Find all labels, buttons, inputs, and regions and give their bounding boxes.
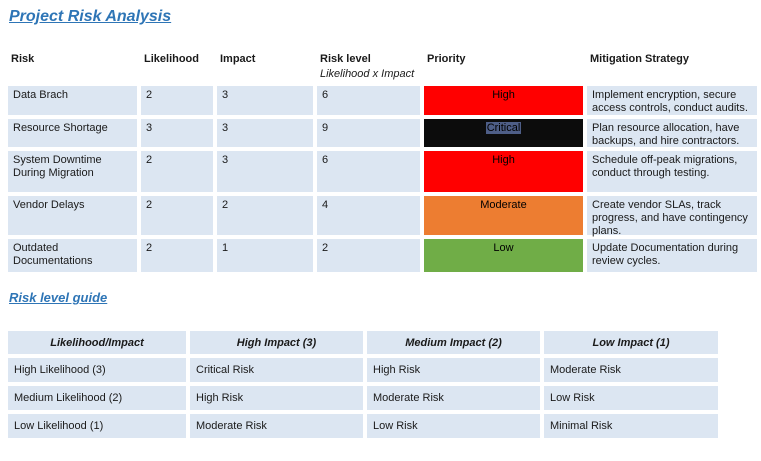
priority-cell-low: Low — [424, 239, 583, 272]
risk-name-cell: Data Brach — [8, 86, 137, 115]
priority-label: High — [492, 89, 515, 101]
risk-level-cell: 6 — [317, 151, 420, 192]
column-header-priority: Priority — [424, 50, 583, 82]
priority-label-highlighted: Critical — [485, 122, 522, 134]
priority-cell-moderate: Moderate — [424, 196, 583, 235]
priority-label: Low — [493, 242, 514, 254]
guide-cell: Low Likelihood (1) — [8, 414, 186, 438]
column-header-mitigation: Mitigation Strategy — [587, 50, 757, 82]
guide-cell: Low Risk — [367, 414, 540, 438]
likelihood-cell: 2 — [141, 239, 213, 272]
impact-cell: 3 — [217, 119, 313, 147]
risk-name-cell: Outdated Documentations — [8, 239, 137, 272]
column-header-impact: Impact — [217, 50, 313, 82]
risk-level-cell: 2 — [317, 239, 420, 272]
priority-cell-high: High — [424, 86, 583, 115]
likelihood-cell: 3 — [141, 119, 213, 147]
mitigation-cell: Update Documentation during review cycle… — [587, 239, 757, 272]
mitigation-cell: Create vendor SLAs, track progress, and … — [587, 196, 757, 237]
guide-cell: Medium Likelihood (2) — [8, 386, 186, 410]
mitigation-cell: Plan resource allocation, have backups, … — [587, 119, 757, 147]
risk-level-cell: 4 — [317, 196, 420, 235]
priority-label: High — [492, 154, 515, 166]
guide-header-low-impact: Low Impact (1) — [544, 331, 718, 354]
impact-cell: 3 — [217, 86, 313, 115]
risk-name-cell: System Downtime During Migration — [8, 151, 137, 192]
guide-cell: Minimal Risk — [544, 414, 718, 438]
guide-header-medium-impact: Medium Impact (2) — [367, 331, 540, 354]
risk-level-cell: 6 — [317, 86, 420, 115]
impact-cell: 2 — [217, 196, 313, 235]
column-header-risk-level: Risk level Likelihood x Impact — [317, 50, 420, 82]
guide-header-likelihood-impact: Likelihood/Impact — [8, 331, 186, 354]
page-title: Project Risk Analysis — [9, 8, 172, 25]
guide-cell: High Risk — [367, 358, 540, 382]
guide-cell: Moderate Risk — [190, 414, 363, 438]
impact-cell: 3 — [217, 151, 313, 192]
risk-name-cell: Resource Shortage — [8, 119, 137, 147]
column-header-risk-level-formula: Likelihood x Impact — [320, 68, 415, 80]
risk-level-guide-table: Likelihood/Impact High Impact (3) Medium… — [8, 331, 718, 438]
guide-cell: High Likelihood (3) — [8, 358, 186, 382]
guide-header-high-impact: High Impact (3) — [190, 331, 363, 354]
column-header-likelihood: Likelihood — [141, 50, 213, 82]
priority-cell-critical: Critical — [424, 119, 583, 147]
likelihood-cell: 2 — [141, 86, 213, 115]
risk-level-cell: 9 — [317, 119, 420, 147]
priority-label: Moderate — [480, 199, 527, 211]
impact-cell: 1 — [217, 239, 313, 272]
mitigation-cell: Schedule off-peak migrations, conduct th… — [587, 151, 757, 192]
guide-cell: High Risk — [190, 386, 363, 410]
column-header-risk: Risk — [8, 50, 137, 82]
priority-cell-high: High — [424, 151, 583, 192]
mitigation-cell: Implement encryption, secure access cont… — [587, 86, 757, 115]
risk-analysis-table: Risk Likelihood Impact Risk level Likeli… — [8, 50, 757, 272]
guide-cell: Moderate Risk — [367, 386, 540, 410]
risk-level-guide-heading: Risk level guide — [9, 290, 108, 305]
column-header-risk-level-label: Risk level — [320, 53, 371, 65]
guide-cell: Critical Risk — [190, 358, 363, 382]
likelihood-cell: 2 — [141, 196, 213, 235]
risk-name-cell: Vendor Delays — [8, 196, 137, 235]
guide-cell: Low Risk — [544, 386, 718, 410]
likelihood-cell: 2 — [141, 151, 213, 192]
guide-cell: Moderate Risk — [544, 358, 718, 382]
